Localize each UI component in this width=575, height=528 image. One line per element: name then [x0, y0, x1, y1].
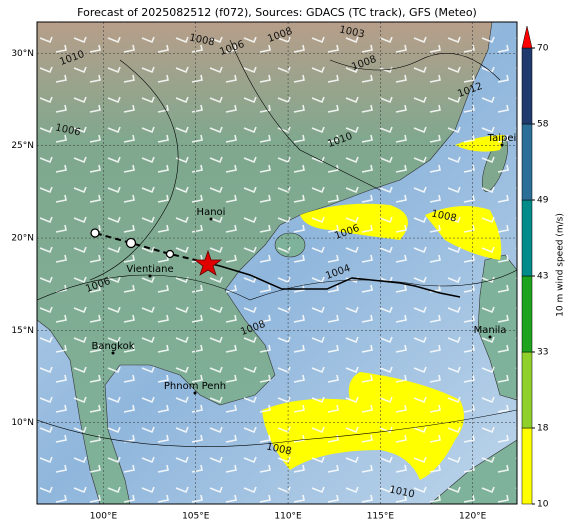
lon-tick-label: 105°E — [182, 512, 210, 522]
place-dot — [193, 391, 197, 395]
isobar-label: 1003 — [338, 24, 365, 40]
colorbar-segment — [521, 351, 533, 429]
map-area: Taipei Hanoi Vientiane Bangkok Phnom Penh Man… — [37, 22, 517, 504]
isobar-label: 1008 — [188, 32, 215, 48]
isobars — [37, 39, 517, 447]
place-label: Manila — [474, 325, 507, 336]
place-label: Phnom Penh — [164, 381, 226, 392]
lat-tick-label: 25°N — [11, 141, 34, 151]
lat-tick-label: 30°N — [11, 49, 34, 59]
colorbar-segment — [521, 199, 533, 277]
lon-tick-label: 120°E — [459, 512, 487, 522]
place-label: Vientiane — [126, 264, 173, 275]
colorbar-tick-label: 10 — [537, 500, 549, 510]
colorbar-segment — [521, 275, 533, 353]
place-dot — [209, 217, 213, 221]
colorbar: 10 18 33 43 49 58 70 — [521, 25, 549, 510]
lon-tick-label: 115°E — [367, 512, 395, 522]
map-frame — [36, 21, 518, 505]
colorbar-label: 10 m wind speed (m/s) — [556, 213, 566, 317]
place-label: Taipei — [487, 133, 517, 144]
colorbar-tick-label: 70 — [537, 44, 549, 54]
colorbar-tick-label: 18 — [537, 424, 549, 434]
lat-tick-label: 20°N — [11, 234, 34, 244]
map-labels: Taipei Hanoi Vientiane Bangkok Phnom Penh Man… — [54, 24, 516, 500]
colorbar-segment — [521, 123, 533, 201]
isobar-label: 1006 — [54, 122, 81, 138]
lat-tick-label: 15°N — [11, 326, 34, 336]
colorbar-extend — [521, 25, 533, 49]
place-label: Bangkok — [91, 341, 134, 352]
lon-tick-label: 110°E — [274, 512, 302, 522]
colorbar-tick-label: 33 — [537, 348, 548, 358]
place-label: Hanoi — [197, 207, 226, 218]
lon-tick-label: 100°E — [90, 512, 118, 522]
colorbar-tick-label: 58 — [537, 120, 549, 130]
lat-tick-label: 10°N — [11, 418, 34, 428]
colorbar-tick-label: 43 — [537, 272, 548, 282]
axis-labels: 100°E 105°E 110°E 115°E 120°E 10°N 15°N 20°N 25°… — [11, 49, 486, 522]
isobar-label: 1008 — [430, 208, 457, 224]
graticule — [37, 22, 517, 504]
tc-track — [90, 228, 461, 298]
colorbar-segment — [521, 427, 533, 505]
place-dot — [488, 335, 492, 339]
place-dot — [111, 351, 115, 355]
colorbar-segment — [521, 47, 533, 125]
place-dot — [500, 143, 504, 147]
colorbar-tick-label: 49 — [537, 196, 549, 206]
wind-barbs — [37, 22, 517, 504]
isobar-label: 1010 — [388, 484, 415, 500]
isobar-label: 1008 — [265, 441, 292, 457]
map-title: Forecast of 2025082512 (f072), Sources: … — [77, 6, 477, 19]
place-dot — [148, 274, 152, 278]
